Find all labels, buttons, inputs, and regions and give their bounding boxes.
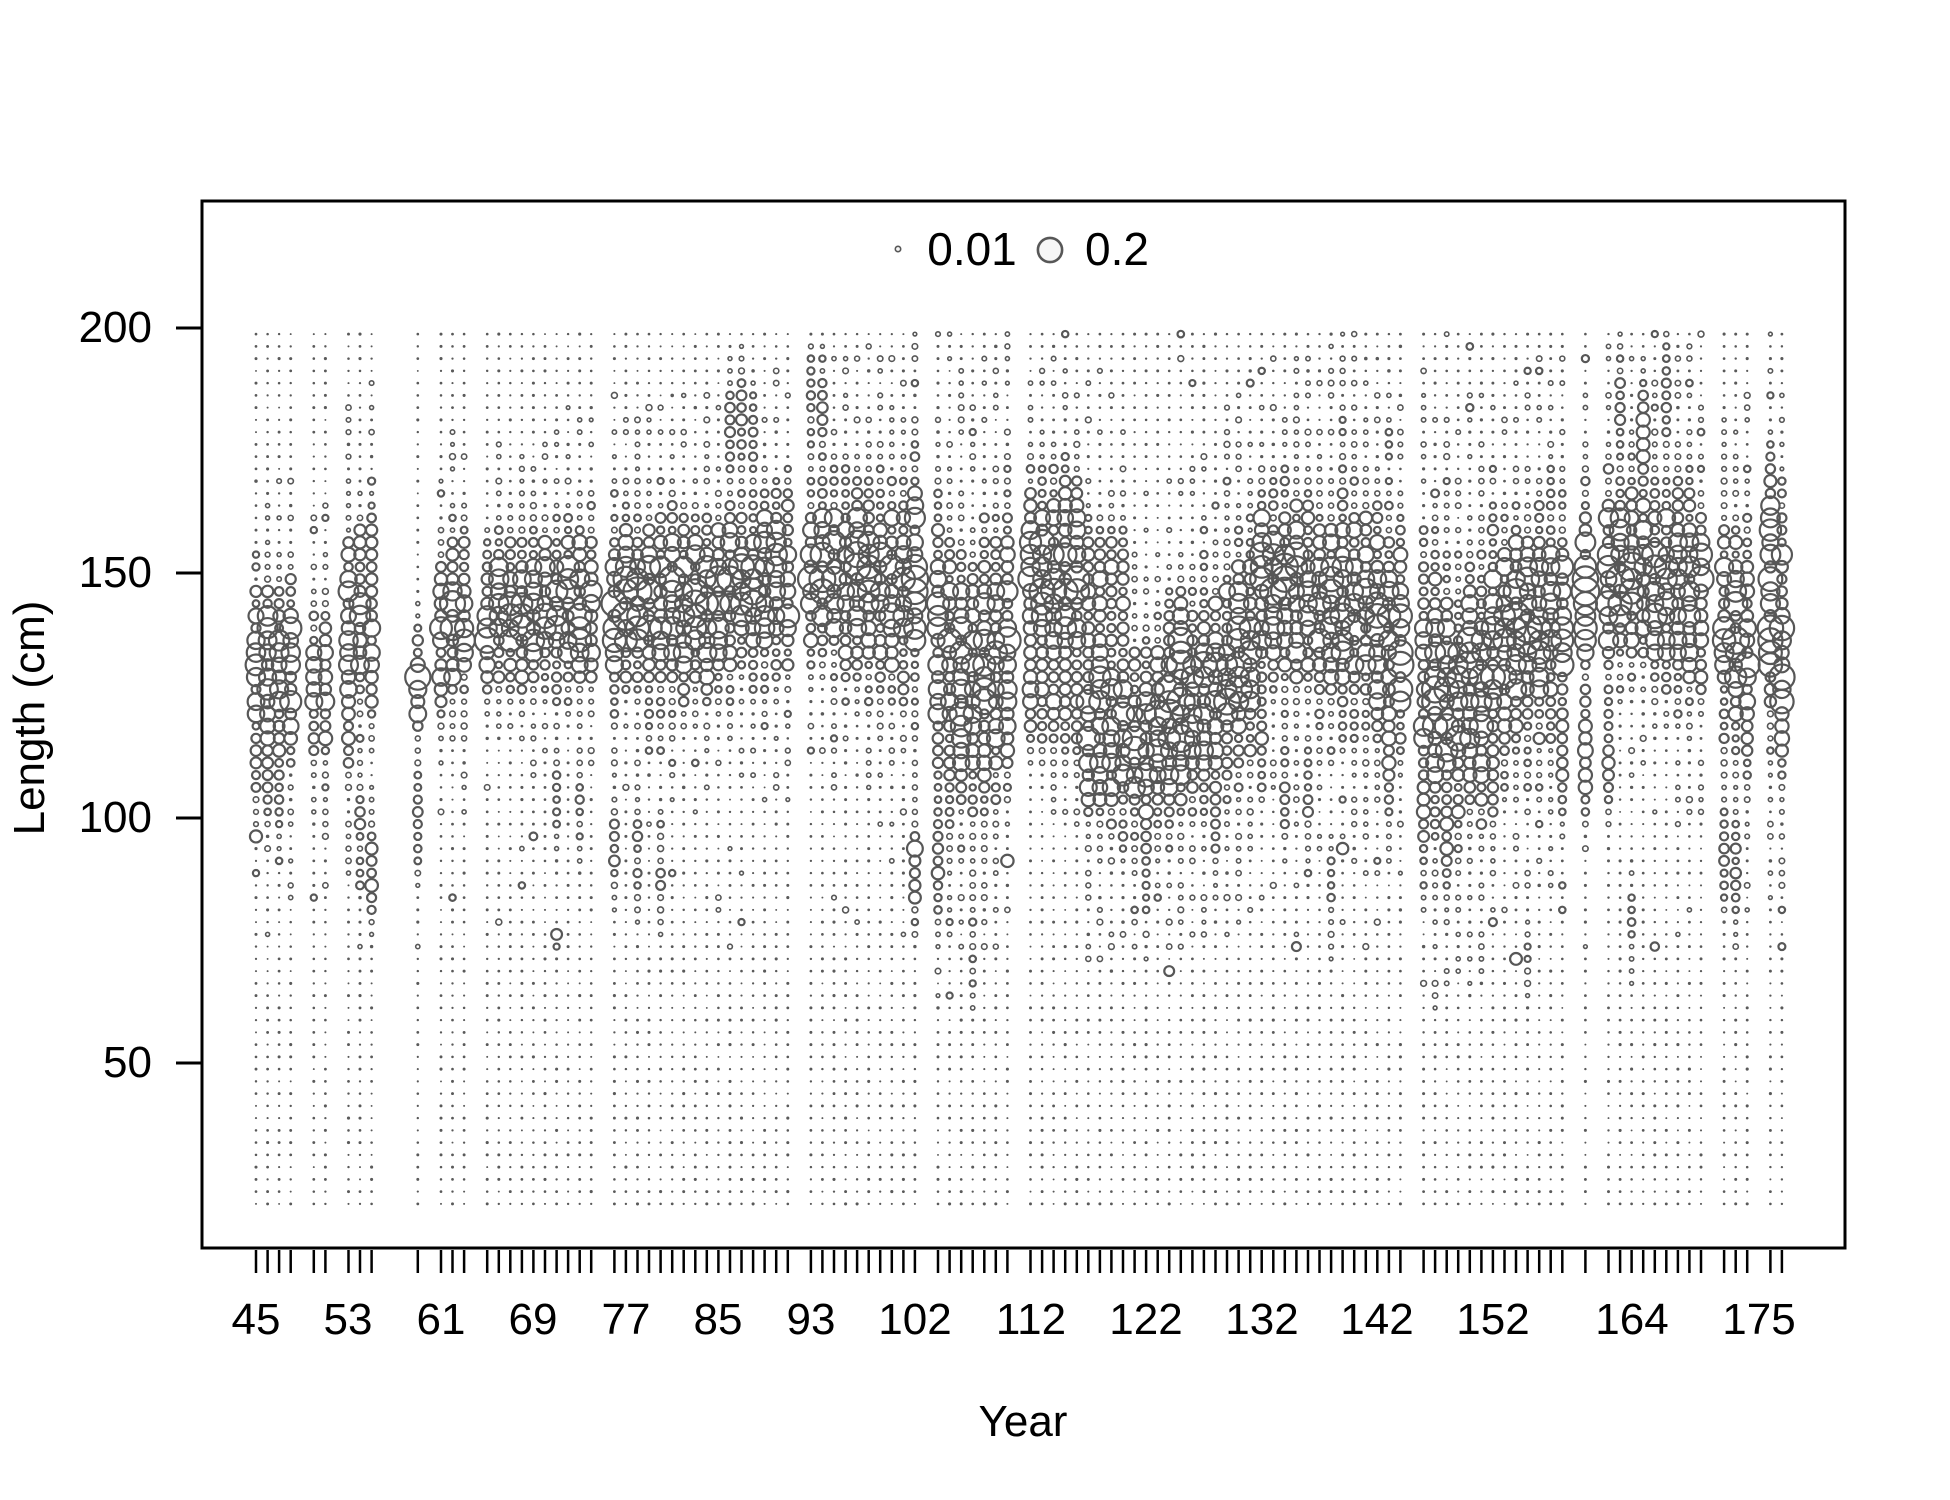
legend-symbols — [894, 236, 1064, 264]
legend-small-value-label: 0.01 — [927, 223, 1017, 275]
y-tick-label: 200 — [78, 303, 152, 352]
legend-large-bubble-icon — [1036, 236, 1064, 264]
y-axis-ticks — [176, 326, 201, 1065]
x-axis-rug-ticks — [254, 1250, 1784, 1273]
x-tick-label: 122 — [1109, 1295, 1183, 1344]
x-tick-label: 45 — [231, 1295, 281, 1344]
legend-large-value-label: 0.2 — [1085, 223, 1149, 275]
x-tick-label: 102 — [878, 1295, 952, 1344]
x-tick-label: 85 — [693, 1295, 743, 1344]
bubble-columns — [244, 329, 1796, 1206]
x-tick-label: 132 — [1225, 1295, 1299, 1344]
y-tick-label: 150 — [78, 548, 152, 597]
x-tick-label: 93 — [786, 1295, 836, 1344]
x-axis-title: Year — [978, 1397, 1068, 1446]
y-tick-label: 100 — [78, 793, 152, 842]
x-tick-label: 175 — [1722, 1295, 1796, 1344]
x-tick-label: 77 — [601, 1295, 651, 1344]
y-tick-label: 50 — [103, 1038, 152, 1087]
x-tick-label: 142 — [1340, 1295, 1414, 1344]
x-tick-label: 152 — [1456, 1295, 1530, 1344]
legend-small-bubble-icon — [894, 245, 902, 253]
x-tick-label: 112 — [995, 1295, 1067, 1344]
plot-frame — [200, 199, 1847, 1250]
x-tick-label: 164 — [1595, 1295, 1669, 1344]
x-tick-label: 53 — [323, 1295, 373, 1344]
x-tick-label: 69 — [508, 1295, 558, 1344]
x-tick-label: 61 — [416, 1295, 466, 1344]
